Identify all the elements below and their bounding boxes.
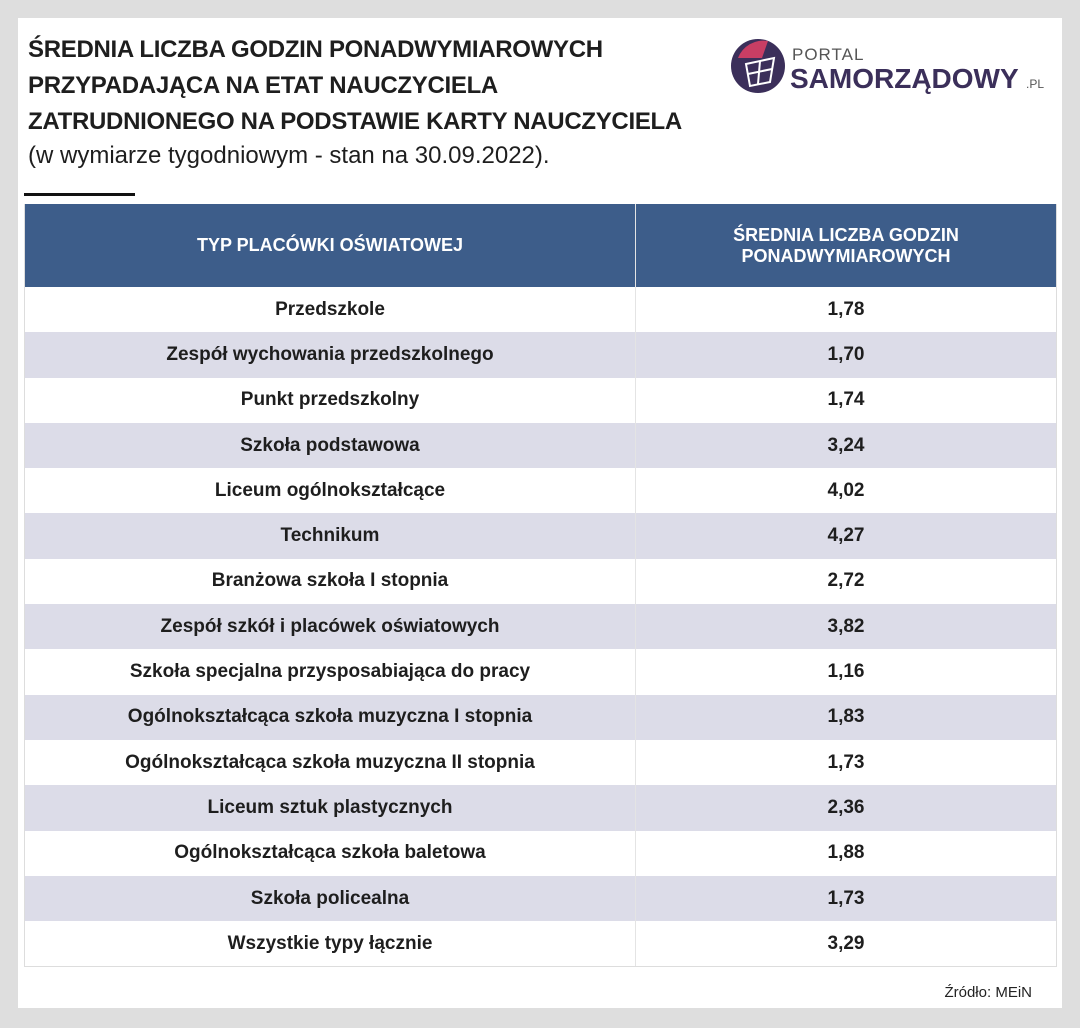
table-row: Ogólnokształcąca szkoła baletowa 1,88 xyxy=(25,830,1056,876)
value-cell: 1,88 xyxy=(827,842,865,864)
logo-icon xyxy=(738,40,768,58)
table-row: Wszystkie typy łącznie 3,29 xyxy=(25,921,1056,967)
type-cell: Punkt przedszkolny xyxy=(25,377,636,423)
value-cell: 4,27 xyxy=(827,525,865,547)
table-row: Zespół wychowania przedszkolnego 1,70 xyxy=(25,332,1056,378)
table-row: Szkoła specjalna przysposabiająca do pra… xyxy=(25,649,1056,695)
logo-text: PORTAL xyxy=(792,45,864,64)
subtitle: (w wymiarze tygodniowym - stan na 30.09.… xyxy=(28,142,550,169)
value-cell: 2,72 xyxy=(827,570,865,592)
value-cell: 1,70 xyxy=(827,343,865,365)
title-line: ŚREDNIA LICZBA GODZIN PONADWYMIAROWYCH xyxy=(28,36,603,63)
table: TYP PLACÓWKI OŚWIATOWEJ ŚREDNIA LICZBA GO… xyxy=(24,204,1057,968)
value-cell: 3,29 xyxy=(827,932,865,954)
value-cell: 1,73 xyxy=(827,887,865,909)
table-row: Ogólnokształcąca szkoła muzyczna II stop… xyxy=(25,739,1056,786)
table-row: Punkt przedszkolny 1,74 xyxy=(25,377,1056,423)
table-row: Liceum sztuk plastycznych 2,36 xyxy=(25,785,1056,831)
table-row: Ogólnokształcąca szkoła muzyczna I stopn… xyxy=(25,694,1056,740)
value-cell: 4,02 xyxy=(827,479,865,501)
title-line: ZATRUDNIONEGO NA PODSTAWIE KARTY NAUCZYC… xyxy=(28,108,682,135)
value-cell: 3,82 xyxy=(827,615,865,637)
type-cell: Szkoła podstawowa xyxy=(25,422,636,469)
table-row: Przedszkole 1,78 xyxy=(25,287,1056,333)
type-cell: Przedszkole xyxy=(25,287,636,333)
logo-text: SAMORZĄDOWY xyxy=(790,63,1019,94)
card: ŚREDNIA LICZBA GODZIN PONADWYMIAROWYCH P… xyxy=(18,18,1062,1008)
column-header: TYP PLACÓWKI OŚWIATOWEJ xyxy=(25,204,636,287)
type-cell: Szkoła specjalna przysposabiająca do pra… xyxy=(25,649,636,695)
type-cell: Zespół wychowania przedszkolnego xyxy=(25,332,636,378)
source: Źródło: MEiN xyxy=(944,984,1032,1001)
type-cell: Zespół szkół i placówek oświatowych xyxy=(25,604,636,650)
table-row: Zespół szkół i placówek oświatowych 3,82 xyxy=(25,604,1056,650)
table-body: Przedszkole 1,78 Zespół wychowania przedsz… xyxy=(25,287,1056,967)
value-cell: 1,73 xyxy=(827,751,865,773)
column-header: ŚREDNIA LICZBA GODZIN PONADWYMIAROWYCH xyxy=(733,224,959,266)
value-cell: 1,74 xyxy=(827,389,865,411)
title-line: PRZYPADAJĄCA NA ETAT NAUCZYCIELA xyxy=(28,72,498,99)
type-cell: Szkoła policealna xyxy=(25,875,636,922)
table-row: Szkoła policealna 1,73 xyxy=(25,875,1056,922)
value-cell: 2,36 xyxy=(827,796,865,818)
rule xyxy=(24,193,135,196)
logo-icon xyxy=(744,56,776,88)
logo-text: .PL xyxy=(1026,77,1044,91)
type-cell: Ogólnokształcąca szkoła muzyczna II stop… xyxy=(25,739,636,786)
type-cell: Ogólnokształcąca szkoła muzyczna I stopn… xyxy=(25,694,636,740)
table-row: Branżowa szkoła I stopnia 2,72 xyxy=(25,558,1056,605)
table-row: Technikum 4,27 xyxy=(25,513,1056,559)
type-cell: Liceum ogólnokształcące xyxy=(25,468,636,514)
header-row: TYP PLACÓWKI OŚWIATOWEJ ŚREDNIA LICZBA GO… xyxy=(25,204,1056,287)
type-cell: Liceum sztuk plastycznych xyxy=(25,785,636,831)
type-cell: Branżowa szkoła I stopnia xyxy=(25,558,636,605)
value-cell: 1,78 xyxy=(827,298,865,320)
table-row: Szkoła podstawowa 3,24 xyxy=(25,422,1056,469)
logo: PORTAL SAMORZĄDOWY .PL xyxy=(731,39,1044,94)
type-cell: Technikum xyxy=(25,513,636,559)
value-cell: 3,24 xyxy=(827,434,865,456)
type-cell: Wszystkie typy łącznie xyxy=(25,921,636,967)
value-cell: 1,83 xyxy=(827,706,865,728)
logo-icon xyxy=(747,60,773,85)
table-row: Liceum ogólnokształcące 4,02 xyxy=(25,468,1056,514)
value-cell: 1,16 xyxy=(827,661,865,683)
type-cell: Ogólnokształcąca szkoła baletowa xyxy=(25,830,636,876)
